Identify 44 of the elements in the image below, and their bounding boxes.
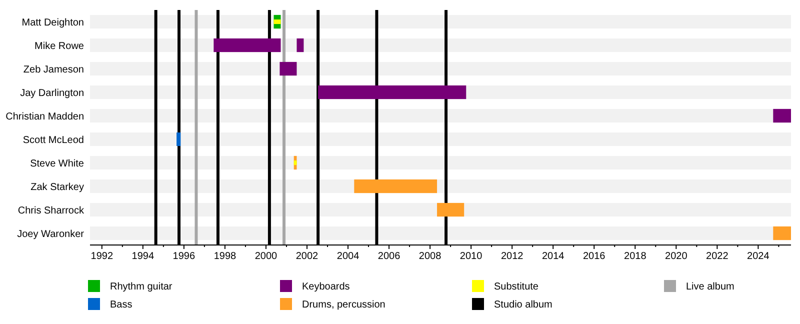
x-tick-label: 2006 <box>378 251 401 262</box>
bar <box>354 179 438 194</box>
bar <box>274 19 281 24</box>
legend-label: Rhythm guitar <box>110 282 173 292</box>
x-tick-label: 2014 <box>542 251 565 262</box>
x-tick-label: 1994 <box>132 251 154 262</box>
bar <box>437 202 464 217</box>
y-tick-label: Steve White <box>30 158 84 170</box>
y-tick-label: Mike Rowe <box>34 40 84 52</box>
y-tick-label: Zeb Jameson <box>23 64 84 76</box>
y-tick-label: Chris Sharrock <box>18 205 85 216</box>
legend-label: Substitute <box>494 282 539 292</box>
bar <box>296 38 304 52</box>
x-tick-label: 1996 <box>172 251 196 262</box>
y-tick-label: Matt Deighton <box>22 17 84 28</box>
x-tick-label: 2024 <box>747 251 770 262</box>
x-tick-label: 2002 <box>296 251 319 262</box>
y-tick-label: Zak Starkey <box>30 182 84 193</box>
y-tick-label: Christian Madden <box>6 111 84 122</box>
bar <box>280 62 297 76</box>
x-tick-label: 2018 <box>624 251 647 262</box>
x-tick-label: 2020 <box>665 251 688 262</box>
bar <box>773 226 791 240</box>
y-tick-label: Joey Waronker <box>17 228 85 240</box>
x-tick-label: 2008 <box>418 251 442 262</box>
bar <box>773 108 791 123</box>
legend-label: Keyboards <box>302 282 350 292</box>
x-tick-label: 1998 <box>214 251 237 262</box>
x-tick-label: 2010 <box>460 251 483 262</box>
bar <box>176 132 181 146</box>
y-tick-label: Jay Darlington <box>20 88 84 99</box>
x-tick-label: 2012 <box>500 251 524 262</box>
x-tick-label: 2004 <box>336 251 360 262</box>
legend-label: Drums, percussion <box>302 300 386 310</box>
legend-label: Live album <box>686 282 734 292</box>
y-tick-label: Scott McLeod <box>22 134 84 146</box>
legend-label: Studio album <box>494 300 552 310</box>
bar <box>214 38 281 52</box>
legend-label: Bass <box>110 300 132 310</box>
x-tick-label: 2022 <box>706 251 729 262</box>
bar <box>318 85 466 100</box>
x-tick-label: 2016 <box>582 251 606 262</box>
x-tick-label: 2000 <box>254 251 278 262</box>
x-tick-label: 1992 <box>90 251 114 262</box>
